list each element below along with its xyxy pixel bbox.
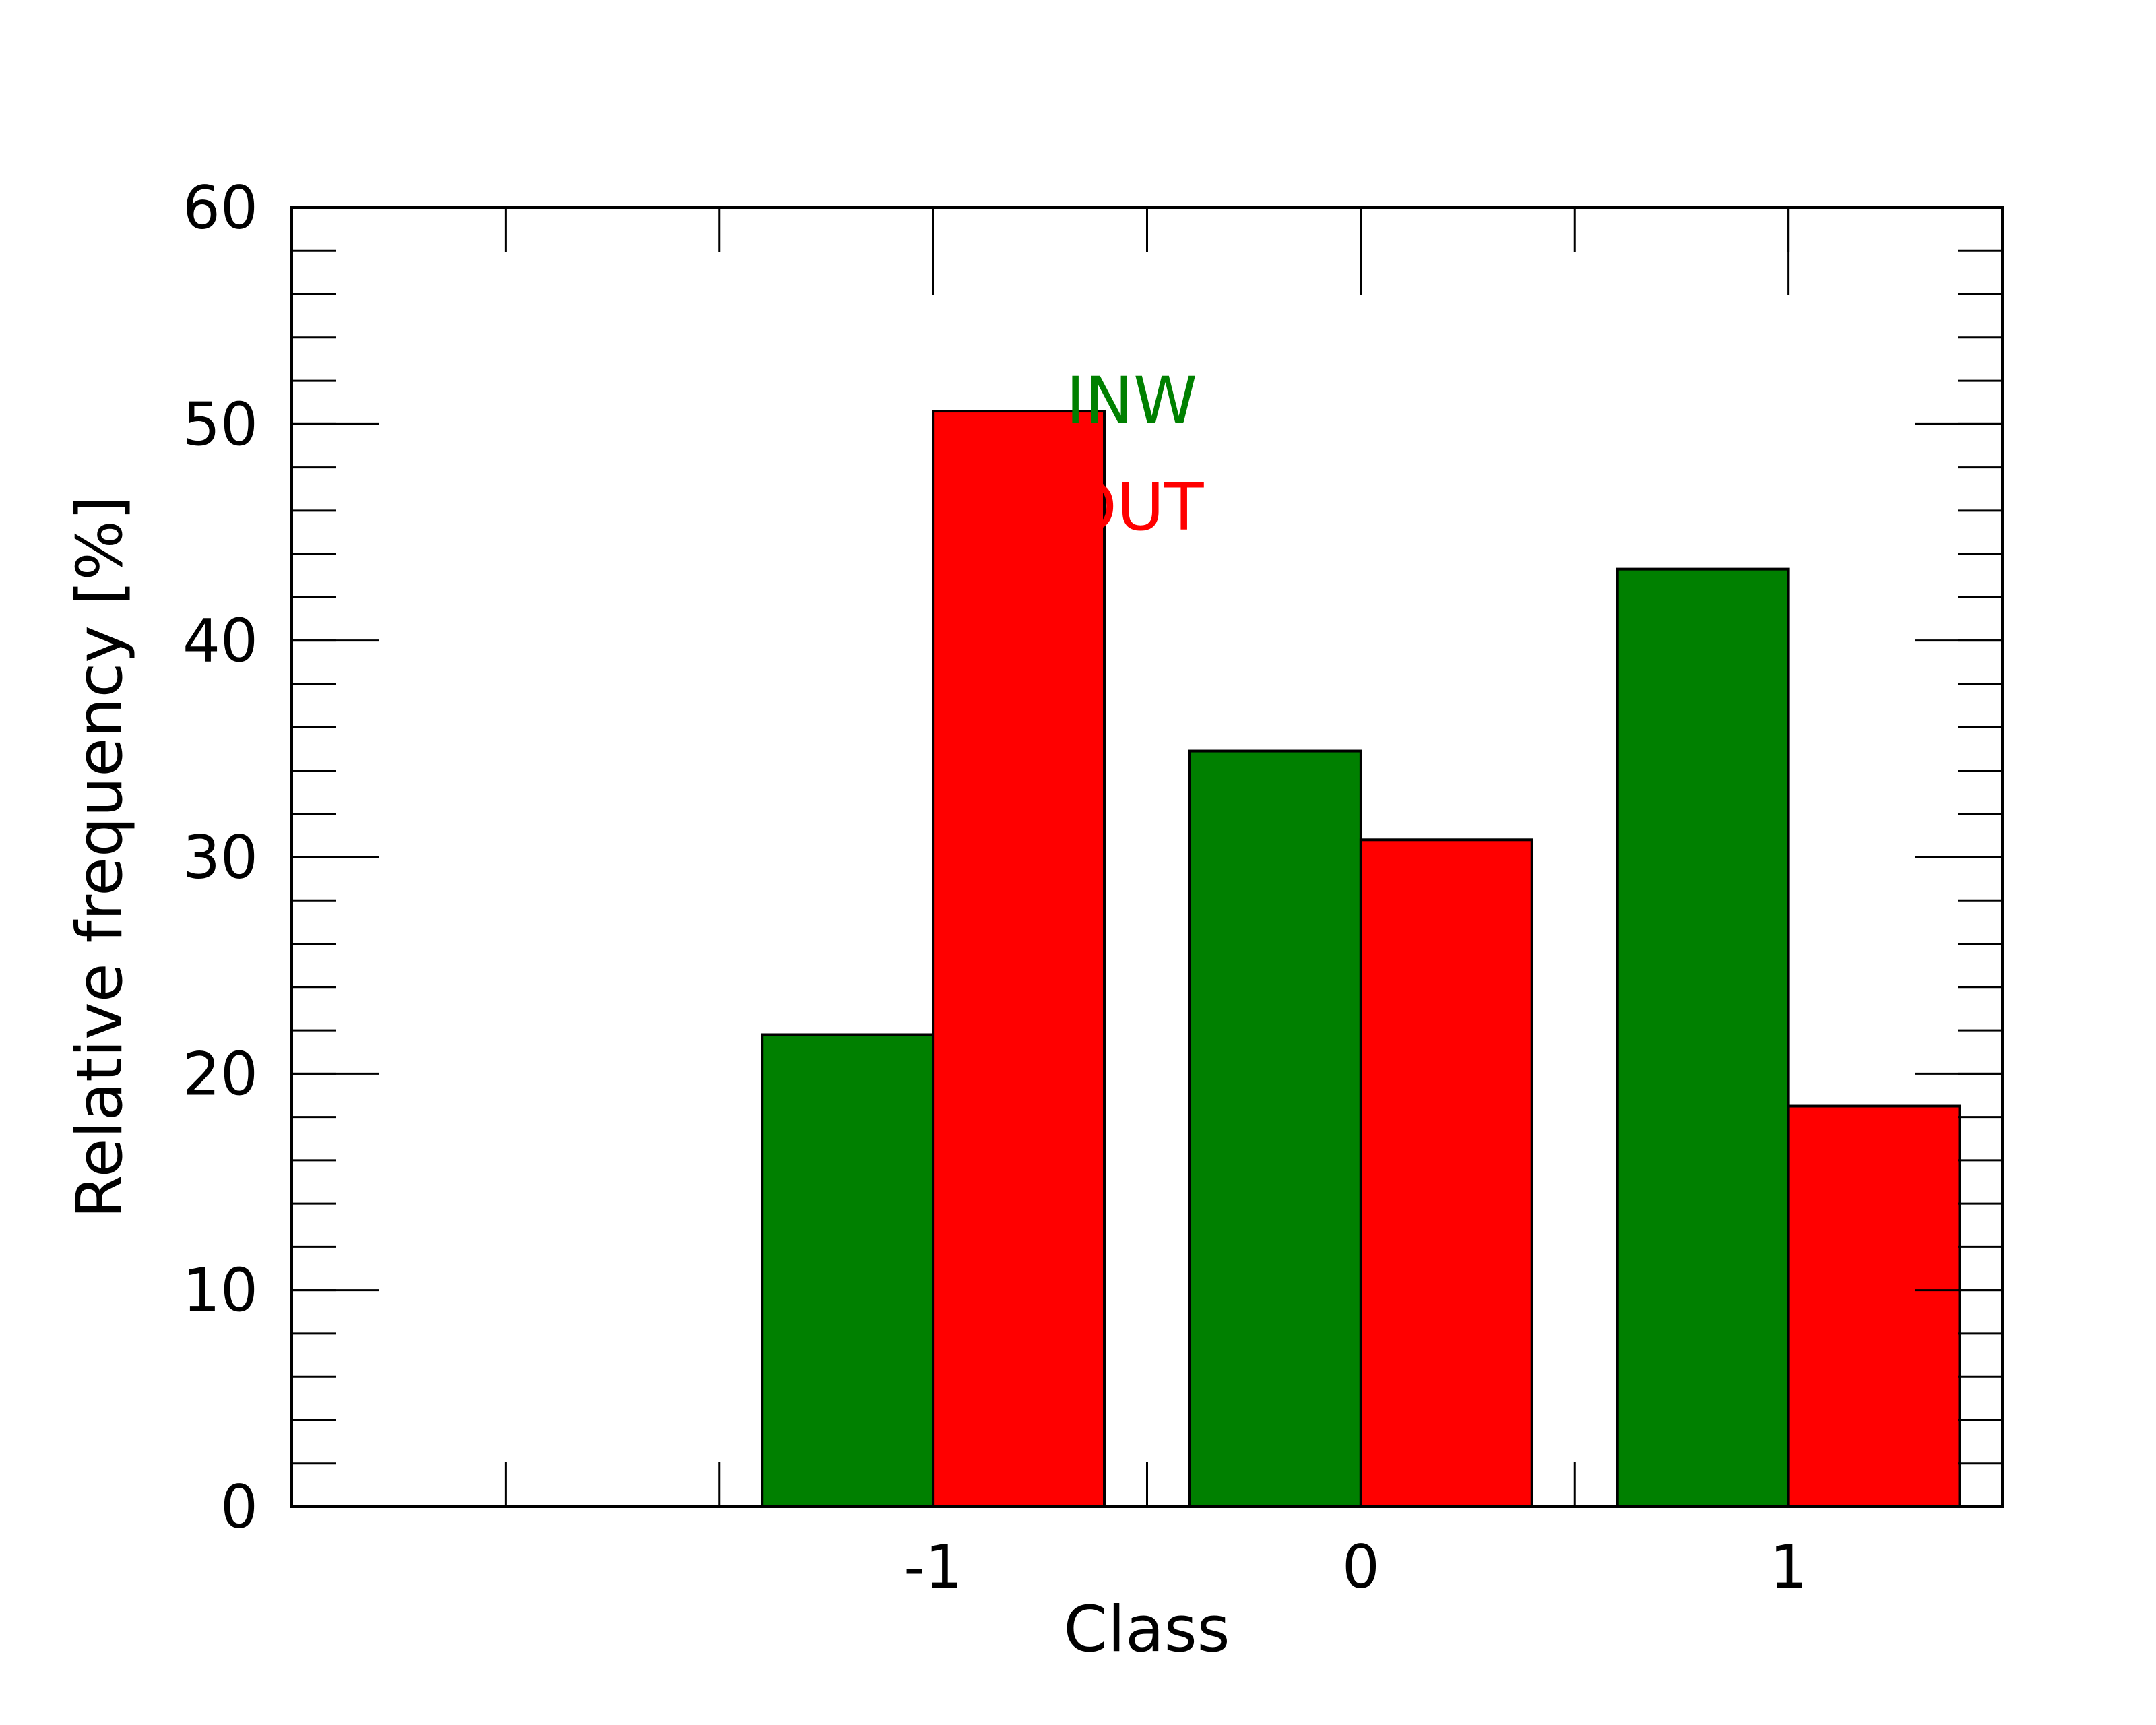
x-tick-label--1: -1 (903, 1532, 963, 1602)
bar-inw-class-0 (1188, 749, 1362, 1508)
y-tick-label: 20 (183, 1039, 258, 1108)
x-tick-label-1: 1 (1770, 1532, 1808, 1602)
bar-out-class-1 (1787, 1104, 1961, 1508)
legend-entry-inw: INW (1066, 363, 1197, 439)
y-tick-label: 50 (183, 389, 258, 459)
y-ticks-group: 0 10 20 30 40 50 60 (183, 173, 2002, 1542)
y-tick-label: 30 (183, 823, 258, 892)
x-ticks-group: -1 0 1 (504, 208, 1808, 1602)
bars-group (761, 410, 1961, 1508)
legend: INW OUT (1066, 363, 1204, 545)
bar-out-class--1 (932, 410, 1106, 1508)
x-axis-label: Class (1063, 1593, 1230, 1666)
x-tick-label-0: 0 (1342, 1532, 1380, 1602)
y-tick-label: 10 (183, 1256, 258, 1325)
bar-out-class-0 (1359, 838, 1533, 1508)
bar-inw-class--1 (761, 1033, 935, 1508)
bar-inw-class-1 (1616, 567, 1790, 1508)
y-tick-label: 60 (183, 173, 258, 243)
plot-frame (290, 206, 2004, 1508)
y-tick-label: 40 (183, 606, 258, 676)
y-axis-label: Relative frequency [%] (63, 496, 137, 1219)
y-tick-label: 0 (220, 1472, 258, 1542)
legend-entry-out: OUT (1066, 470, 1204, 545)
